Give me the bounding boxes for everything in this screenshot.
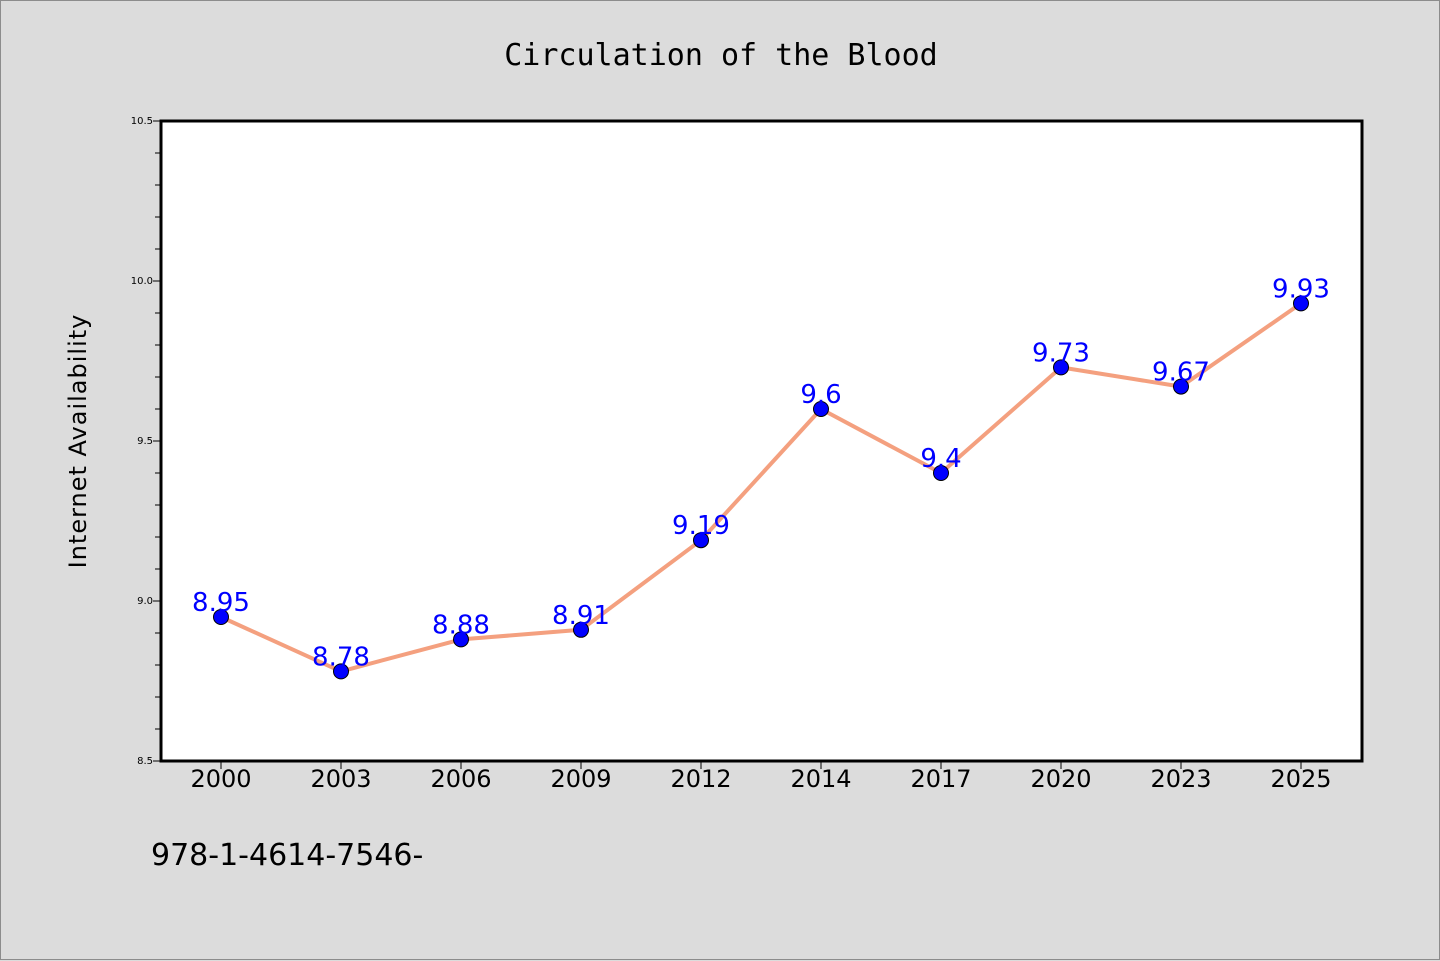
x-tick-label: 2009	[550, 765, 611, 793]
series-line	[219, 301, 1303, 674]
data-point	[573, 621, 589, 638]
data-point	[1173, 378, 1189, 395]
data-labels: 8.95 8.78 8.88 8.91 9.19 9.6 9.4 9.73 9.67 9.93	[192, 274, 1330, 672]
data-label: 9.67	[1152, 358, 1210, 388]
y-tick-label: 8.5	[137, 756, 153, 767]
x-tick-label: 2003	[310, 765, 371, 793]
data-point	[813, 401, 829, 417]
data-label: 8.95	[192, 588, 250, 618]
data-point	[453, 631, 469, 648]
data-point	[933, 465, 949, 481]
y-tick-label: 10.0	[131, 276, 153, 287]
data-point	[1053, 359, 1069, 376]
x-tick-label: 2000	[190, 765, 251, 793]
data-label: 9.73	[1032, 338, 1090, 368]
y-tick-label: 10.5	[131, 116, 153, 127]
x-tick-label: 2012	[670, 765, 731, 793]
data-label: 9.19	[672, 511, 730, 541]
footer-text: 978-1-4614-7546-	[151, 838, 423, 873]
x-tick-label: 2014	[790, 765, 851, 793]
data-label: 9.93	[1272, 274, 1330, 304]
y-axis: 8.5 9.0 9.5 10.0 10.5	[131, 116, 161, 767]
series-markers	[213, 295, 1309, 680]
data-point	[1293, 295, 1309, 312]
x-tick-label: 2017	[910, 765, 971, 793]
data-point	[213, 609, 229, 625]
x-axis: 2000 2003 2006 2009 2012 2014 2017 2020 2023 2025	[190, 761, 1332, 793]
x-tick-label: 2023	[1150, 765, 1211, 793]
x-tick-label: 2006	[430, 765, 491, 793]
data-label: 9.4	[920, 444, 961, 474]
plot-frame	[159, 119, 1364, 763]
data-label: 8.88	[432, 610, 490, 640]
chart-title: Circulation of the Blood	[504, 38, 937, 73]
data-point	[693, 532, 709, 549]
data-label: 8.78	[312, 642, 370, 672]
data-point	[333, 663, 349, 680]
data-label: 8.91	[552, 601, 610, 631]
data-label: 9.6	[800, 380, 841, 410]
x-tick-label: 2025	[1270, 765, 1331, 793]
x-tick-label: 2020	[1030, 765, 1091, 793]
plot-area	[161, 121, 1362, 761]
y-tick-label: 9.5	[137, 436, 153, 447]
y-tick-label: 9.0	[137, 596, 153, 607]
y-axis-label: Internet Availability	[64, 314, 92, 569]
